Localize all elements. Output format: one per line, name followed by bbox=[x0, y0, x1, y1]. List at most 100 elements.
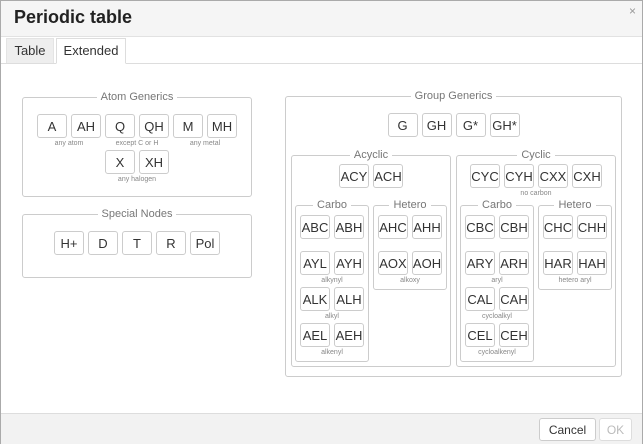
atom-legend: Atom Generics bbox=[96, 91, 178, 103]
close-icon[interactable]: × bbox=[629, 4, 637, 18]
element-button-cbh[interactable]: CBH bbox=[499, 215, 529, 239]
tab-table[interactable]: Table bbox=[6, 38, 54, 63]
button-grid: CBC CBH ARY ARH aryl CAL CAH cycloalkyl CEL CEH cy… bbox=[461, 215, 533, 359]
button-row: ACY ACH bbox=[339, 164, 403, 200]
element-button-x[interactable]: X bbox=[105, 150, 135, 174]
button-row: CYC CYH CXX CXH no carbon bbox=[470, 164, 602, 200]
buttons: X XH bbox=[105, 150, 169, 174]
buttons: ACY ACH bbox=[339, 164, 403, 188]
button-group: AYL AYH alkynyl bbox=[300, 251, 364, 287]
element-button-cel[interactable]: CEL bbox=[465, 323, 495, 347]
button-group: CYC CYH CXX CXH no carbon bbox=[470, 164, 602, 200]
button-group: AOX AOH alkoxy bbox=[378, 251, 442, 287]
element-button-g-star[interactable]: G* bbox=[455, 113, 486, 137]
button-group: CHC CHH bbox=[543, 215, 607, 251]
element-button-gh[interactable]: GH bbox=[421, 113, 452, 137]
group-caption: alkyl bbox=[324, 313, 339, 320]
element-button-alh[interactable]: ALH bbox=[334, 287, 364, 311]
element-button-gh-star[interactable]: GH* bbox=[489, 113, 520, 137]
button-grid: H+ D T R Pol bbox=[23, 231, 251, 267]
element-button-cbc[interactable]: CBC bbox=[465, 215, 495, 239]
element-button-alk[interactable]: ALK bbox=[300, 287, 330, 311]
element-button-ahc[interactable]: AHC bbox=[378, 215, 408, 239]
cyclic-fieldset: Cyclic CYC CYH CXX CXH no carbon bbox=[456, 149, 616, 367]
tab-bar: Table Extended bbox=[1, 37, 642, 64]
element-button-q[interactable]: Q bbox=[105, 114, 135, 138]
element-button-ahh[interactable]: AHH bbox=[412, 215, 442, 239]
element-button-pol[interactable]: Pol bbox=[190, 231, 220, 255]
group-caption: cycloalkyl bbox=[482, 313, 512, 320]
buttons: A AH bbox=[37, 114, 101, 138]
element-button-ael[interactable]: AEL bbox=[300, 323, 330, 347]
button-group: AEL AEH alkenyl bbox=[300, 323, 364, 359]
button-group: M MH any metal bbox=[173, 114, 237, 150]
element-button-m[interactable]: M bbox=[173, 114, 203, 138]
element-button-ayl[interactable]: AYL bbox=[300, 251, 330, 275]
group-caption: any halogen bbox=[117, 176, 157, 183]
button-row: A AH any atom Q QH except C or H M MH any metal bbox=[37, 114, 237, 150]
button-group: G GH G* GH* bbox=[387, 113, 520, 149]
button-grid: CHC CHH HAR HAH hetero aryl bbox=[539, 215, 611, 287]
buttons: H+ D T R Pol bbox=[54, 231, 220, 255]
cancel-button[interactable]: Cancel bbox=[539, 418, 596, 441]
buttons: AEL AEH bbox=[300, 323, 364, 347]
button-row: HAR HAH hetero aryl bbox=[543, 251, 607, 287]
fieldset-legend: Group Generics bbox=[286, 89, 621, 103]
ahetero-legend: Hetero bbox=[389, 199, 431, 211]
element-button-cah[interactable]: CAH bbox=[499, 287, 529, 311]
group-caption: any metal bbox=[189, 140, 221, 147]
tab-extended[interactable]: Extended bbox=[56, 38, 126, 64]
button-grid: A AH any atom Q QH except C or H M MH any metal X… bbox=[23, 114, 251, 186]
element-button-aoh[interactable]: AOH bbox=[412, 251, 442, 275]
element-button-ayh[interactable]: AYH bbox=[334, 251, 364, 275]
fieldset-legend: Carbo bbox=[296, 198, 368, 212]
element-button-ceh[interactable]: CEH bbox=[499, 323, 529, 347]
element-button-d[interactable]: D bbox=[88, 231, 118, 255]
dialog-footer: Cancel OK bbox=[1, 413, 642, 444]
element-button-aeh[interactable]: AEH bbox=[334, 323, 364, 347]
group-legend: Group Generics bbox=[410, 90, 497, 102]
button-group: ALK ALH alkyl bbox=[300, 287, 364, 323]
element-button-cyc[interactable]: CYC bbox=[470, 164, 500, 188]
element-button-mh[interactable]: MH bbox=[207, 114, 237, 138]
button-group: Q QH except C or H bbox=[105, 114, 169, 150]
button-group: AHC AHH bbox=[378, 215, 442, 251]
element-button-t[interactable]: T bbox=[122, 231, 152, 255]
element-button-cxx[interactable]: CXX bbox=[538, 164, 568, 188]
element-button-xh[interactable]: XH bbox=[139, 150, 169, 174]
element-button-g[interactable]: G bbox=[387, 113, 418, 137]
element-button-qh[interactable]: QH bbox=[139, 114, 169, 138]
buttons: AOX AOH bbox=[378, 251, 442, 275]
element-button-a[interactable]: A bbox=[37, 114, 67, 138]
button-row: G GH G* GH* bbox=[387, 113, 520, 149]
group-caption: alkoxy bbox=[400, 277, 420, 284]
buttons: HAR HAH bbox=[543, 251, 607, 275]
element-button-chc[interactable]: CHC bbox=[543, 215, 573, 239]
button-group: CAL CAH cycloalkyl bbox=[465, 287, 529, 323]
element-button-hah[interactable]: HAH bbox=[577, 251, 607, 275]
element-button-ary[interactable]: ARY bbox=[465, 251, 495, 275]
element-button-cal[interactable]: CAL bbox=[465, 287, 495, 311]
element-button-abh[interactable]: ABH bbox=[334, 215, 364, 239]
element-button-chh[interactable]: CHH bbox=[577, 215, 607, 239]
buttons: CHC CHH bbox=[543, 215, 607, 239]
element-button-cyh[interactable]: CYH bbox=[504, 164, 534, 188]
element-button-abc[interactable]: ABC bbox=[300, 215, 330, 239]
button-row: X XH any halogen bbox=[105, 150, 169, 186]
element-button-har[interactable]: HAR bbox=[543, 251, 573, 275]
element-button-ah[interactable]: AH bbox=[71, 114, 101, 138]
element-button-r[interactable]: R bbox=[156, 231, 186, 255]
element-button-ach[interactable]: ACH bbox=[373, 164, 403, 188]
group-caption: except C or H bbox=[115, 140, 159, 147]
buttons: CAL CAH bbox=[465, 287, 529, 311]
ok-button[interactable]: OK bbox=[599, 418, 632, 441]
button-group: ACY ACH bbox=[339, 164, 403, 200]
element-button-cxh[interactable]: CXH bbox=[572, 164, 602, 188]
element-button-h-plus[interactable]: H+ bbox=[54, 231, 84, 255]
button-row: ARY ARH aryl bbox=[465, 251, 529, 287]
element-button-arh[interactable]: ARH bbox=[499, 251, 529, 275]
element-button-acy[interactable]: ACY bbox=[339, 164, 369, 188]
element-button-aox[interactable]: AOX bbox=[378, 251, 408, 275]
fieldset-legend: Atom Generics bbox=[23, 90, 251, 104]
